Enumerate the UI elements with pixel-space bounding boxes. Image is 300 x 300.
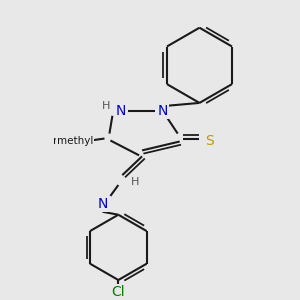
Text: methyl: methyl — [57, 136, 93, 146]
Text: H: H — [131, 177, 139, 187]
Text: Cl: Cl — [112, 285, 125, 299]
Text: S: S — [205, 134, 214, 148]
Text: N: N — [97, 197, 108, 211]
Text: H: H — [102, 101, 111, 111]
Text: methyl: methyl — [53, 136, 92, 146]
Text: N: N — [115, 104, 125, 118]
Text: N: N — [158, 104, 168, 118]
